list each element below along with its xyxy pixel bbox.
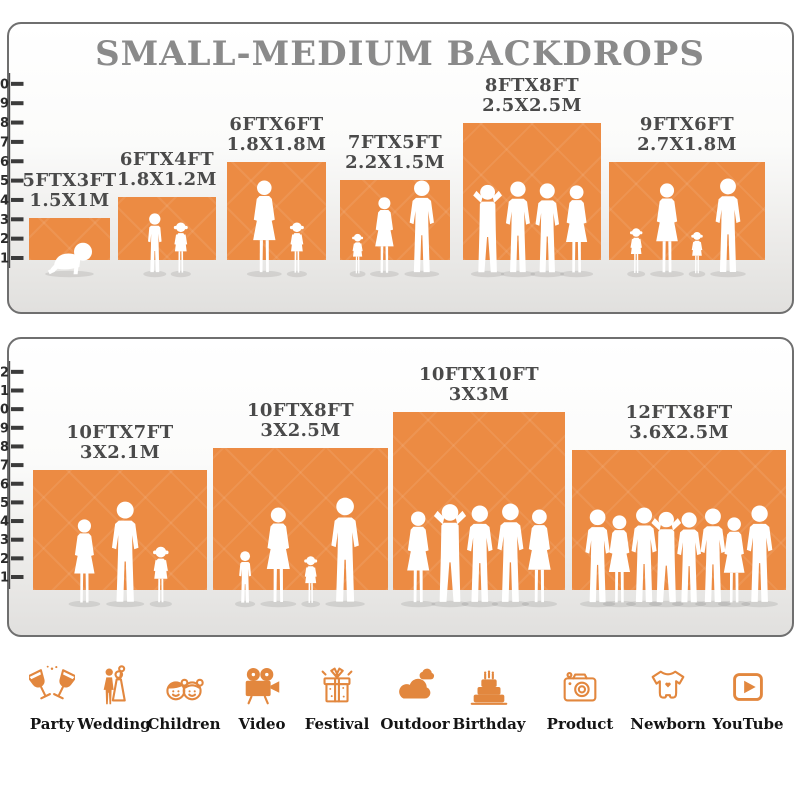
size-m: 2.7X1.8M (637, 133, 737, 155)
size-ft: 8FTX8FT (484, 75, 580, 96)
backdrop-rect-12ftx8ft (572, 450, 786, 590)
category-outdoor: Outdoor (369, 664, 461, 733)
size-ft: 6FTX6FT (229, 114, 324, 135)
size-m: 1.8X1.2M (117, 168, 217, 190)
backdrop-rect-10ftx8ft (213, 448, 388, 590)
backdrop-label-10ftx10ft: 10FTX10FT 3X3M (384, 365, 574, 404)
category-video: Video (216, 664, 308, 733)
party-icon (29, 665, 75, 700)
backdrop-label-10ftx8ft: 10FTX8FT 3X2.5M (206, 401, 396, 440)
size-ft: 10FTX7FT (66, 422, 174, 443)
size-m: 3X2.5M (260, 419, 341, 441)
size-ft: 12FTX8FT (625, 402, 733, 423)
category-party: Party (6, 664, 98, 733)
product-icon (563, 672, 597, 702)
size-m: 3.6X2.5M (629, 421, 729, 443)
backdrop-rect-5ftx3ft (29, 218, 110, 260)
newborn-icon (651, 670, 685, 699)
category-product: Product (534, 664, 626, 733)
wedding-icon (103, 665, 126, 705)
category-label: Video (238, 715, 286, 733)
size-ft: 9FTX6FT (639, 114, 735, 135)
backdrop-rect-6ftx4ft (118, 197, 216, 260)
category-children: Children (138, 664, 230, 733)
size-m: 1.5X1M (29, 189, 110, 211)
festival-icon (321, 667, 353, 703)
category-label: Product (546, 715, 614, 733)
category-birthday: Birthday (443, 664, 535, 733)
backdrop-rect-9ftx6ft (609, 162, 765, 260)
category-label: Newborn (630, 715, 706, 733)
category-label: Children (147, 715, 221, 733)
size-ft: 6FTX4FT (119, 149, 215, 170)
size-m: 2.2X1.5M (345, 151, 445, 173)
category-youtube: YouTube (702, 664, 794, 733)
size-ft: 10FTX8FT (246, 400, 355, 421)
backdrop-rect-10ftx7ft (33, 470, 207, 590)
youtube-icon (733, 673, 763, 701)
category-label: Festival (304, 715, 370, 733)
size-m: 3X3M (448, 383, 510, 405)
category-newborn: Newborn (622, 664, 714, 733)
size-m: 1.8X1.8M (226, 133, 327, 155)
outdoor-icon (399, 668, 435, 699)
category-label: Party (29, 715, 75, 733)
category-festival: Festival (291, 664, 383, 733)
backdrop-label-12ftx8ft: 12FTX8FT 3.6X2.5M (584, 403, 774, 442)
category-label: Birthday (452, 715, 526, 733)
backdrop-label-6ftx6ft: 6FTX6FT 1.8X1.8M (182, 115, 372, 154)
category-label: Outdoor (380, 715, 450, 733)
size-ft: 7FTX5FT (347, 132, 443, 153)
category-wedding: Wedding (68, 664, 160, 733)
children-icon (166, 678, 204, 701)
size-m: 3X2.1M (79, 441, 161, 463)
backdrop-label-8ftx8ft: 8FTX8FT 2.5X2.5M (437, 76, 627, 115)
backdrop-rect-10ftx10ft (393, 412, 565, 590)
backdrop-label-5ftx3ft: 5FTX3FT 1.5X1M (0, 171, 165, 210)
size-ft: 10FTX10FT (418, 364, 539, 385)
backdrop-rect-8ftx8ft (463, 123, 601, 260)
backdrop-rect-7ftx5ft (340, 180, 450, 260)
backdrop-label-10ftx7ft: 10FTX7FT 3X2.1M (25, 423, 215, 462)
backdrop-label-6ftx4ft: 6FTX4FT 1.8X1.2M (72, 150, 262, 189)
size-m: 2.5X2.5M (482, 94, 582, 116)
category-label: YouTube (712, 715, 784, 733)
size-ft: 5FTX3FT (22, 170, 117, 191)
category-label: Wedding (77, 715, 151, 733)
backdrop-rect-6ftx6ft (227, 162, 326, 260)
video-icon (245, 668, 280, 705)
page-title: SMALL-MEDIUM BACKDROPS (95, 34, 705, 74)
backdrop-label-7ftx5ft: 7FTX5FT 2.2X1.5M (300, 133, 490, 172)
birthday-icon (470, 670, 508, 705)
backdrop-label-9ftx6ft: 9FTX6FT 2.7X1.8M (592, 115, 782, 154)
